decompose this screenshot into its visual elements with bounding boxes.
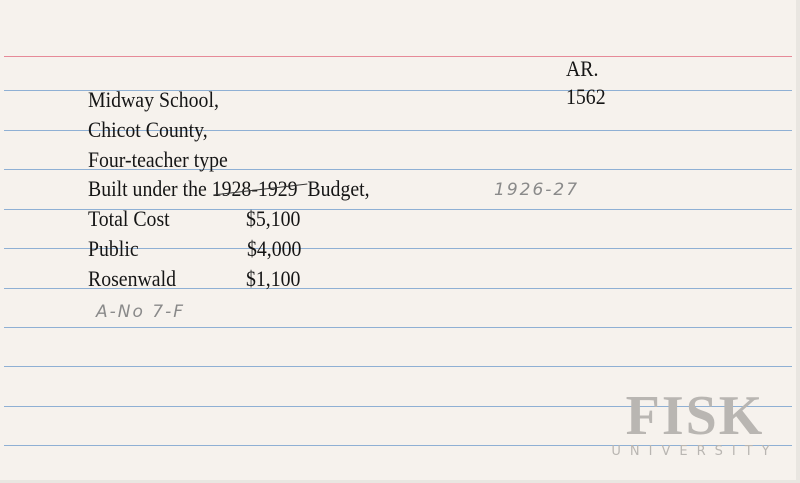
blue-rule (4, 169, 792, 170)
cost-amount: $5,100 (246, 206, 301, 231)
cost-amount: $1,100 (246, 266, 301, 291)
cost-label: Total Cost (88, 206, 170, 231)
school-type: Four-teacher type (88, 147, 228, 172)
blue-rule (4, 90, 792, 91)
blue-rule (4, 406, 792, 407)
fisk-university-logo: FISK UNIVERSITY (610, 385, 780, 459)
blue-rule (4, 366, 792, 367)
cost-amount: $4,000 (247, 236, 302, 261)
red-header-rule (4, 56, 792, 57)
blue-rule (4, 445, 792, 446)
logo-name: FISK (625, 385, 765, 447)
handwritten-plan: A-No 7-F (96, 302, 186, 322)
blue-rule (4, 327, 792, 328)
budget-line: Built under the 1928-1929 Budget, (88, 176, 370, 202)
struck-budget-years: 1928-1929 (211, 176, 298, 201)
card-code: AR. (566, 56, 599, 81)
logo-subtitle: UNIVERSITY (611, 444, 779, 459)
handwritten-year: 1926-27 (494, 180, 580, 200)
card-number: 1562 (566, 84, 606, 109)
built-suffix: Budget, (307, 176, 370, 201)
blue-rule (4, 130, 792, 131)
county: Chicot County, (88, 117, 208, 142)
blue-rule (4, 288, 792, 289)
school-name: Midway School, (88, 87, 219, 112)
blue-rule (4, 248, 792, 249)
cost-label: Rosenwald (88, 266, 176, 291)
built-prefix: Built under the (88, 176, 207, 201)
blue-rule (4, 209, 792, 210)
cost-label: Public (88, 236, 139, 261)
